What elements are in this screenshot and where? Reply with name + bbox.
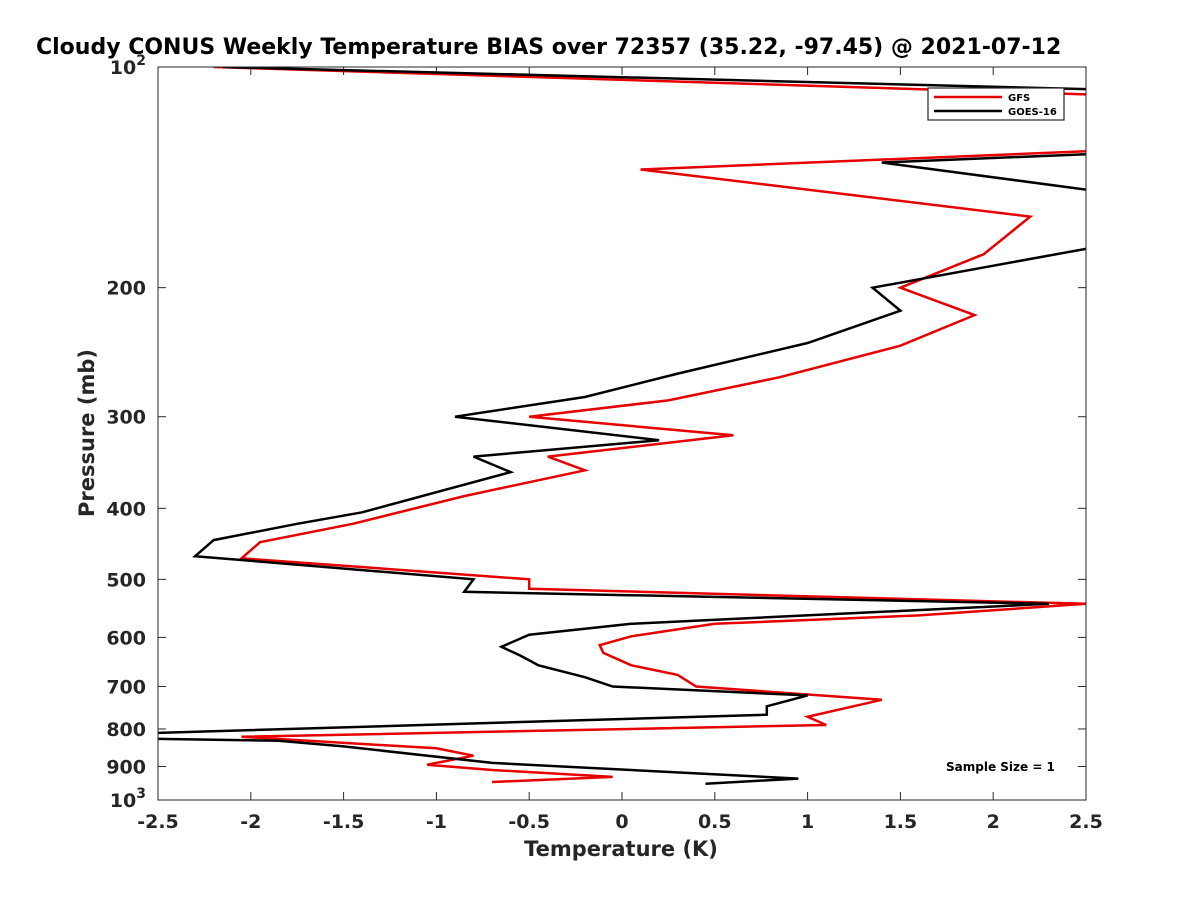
y-tick-label: 900 xyxy=(106,756,146,778)
y-ticks: 102 200 300 400 500 600 700 800 900 103 xyxy=(106,53,1086,812)
series-line-goes16 xyxy=(158,67,1086,785)
x-tick-label: 1.5 xyxy=(884,811,918,833)
y-tick-label: 400 xyxy=(106,498,146,520)
plot-frame xyxy=(157,66,1087,801)
x-axis-label: Temperature (K) xyxy=(524,837,718,861)
x-tick-label: -0.5 xyxy=(508,811,550,833)
y-tick-label: 700 xyxy=(106,676,146,698)
y-tick-label: 300 xyxy=(106,407,146,429)
x-tick-label: 2.5 xyxy=(1069,811,1103,833)
y-tick-label: 200 xyxy=(106,278,146,300)
x-tick-label: -2 xyxy=(240,811,261,833)
legend-box xyxy=(927,87,1065,121)
legend: GFS GOES-16 xyxy=(927,87,1065,121)
series-layer xyxy=(158,67,1086,785)
y-tick-label: 800 xyxy=(106,719,146,741)
chart-title: Cloudy CONUS Weekly Temperature BIAS ove… xyxy=(36,35,1061,60)
x-tick-label: 0.5 xyxy=(698,811,732,833)
y-tick-label: 500 xyxy=(106,569,146,591)
y-tick-label: 102 xyxy=(110,53,146,79)
legend-label-goes16: GOES-16 xyxy=(1008,107,1057,118)
y-tick-label: 600 xyxy=(106,627,146,649)
x-tick-label: 1 xyxy=(801,811,814,833)
x-tick-label: -2.5 xyxy=(137,811,179,833)
y-tick-label: 103 xyxy=(110,786,146,812)
sample-size-annotation: Sample Size = 1 xyxy=(946,760,1055,774)
series-line-gfs xyxy=(213,67,1086,784)
x-tick-label: 2 xyxy=(987,811,1000,833)
x-ticks: -2.5 -2 -1.5 -1 -0.5 0 0.5 1 1.5 2 2.5 xyxy=(137,67,1103,833)
x-tick-label: -1 xyxy=(426,811,447,833)
legend-label-gfs: GFS xyxy=(1008,93,1030,104)
x-tick-label: -1.5 xyxy=(323,811,365,833)
x-tick-label: 0 xyxy=(615,811,628,833)
y-axis-label: Pressure (mb) xyxy=(75,349,99,517)
